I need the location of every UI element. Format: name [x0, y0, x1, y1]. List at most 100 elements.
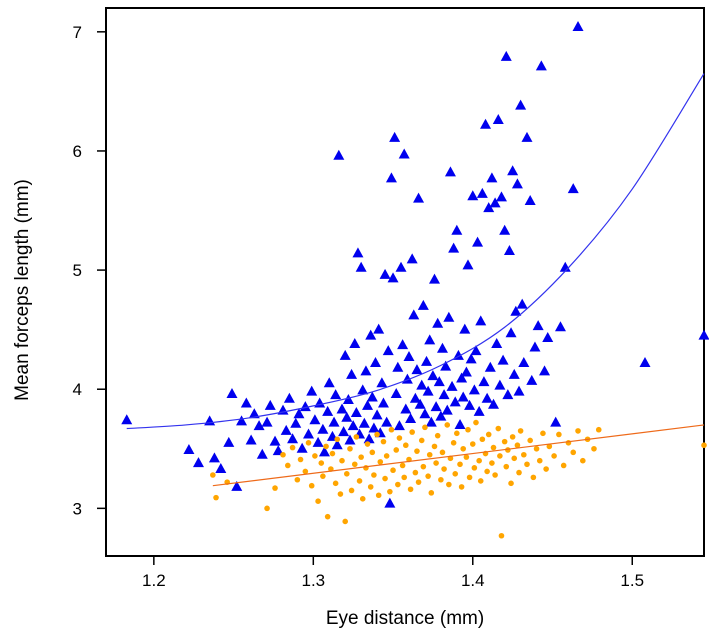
- triangle-point: [472, 236, 484, 247]
- circle-point: [390, 467, 396, 474]
- y-tick-label: 4: [73, 380, 82, 399]
- circle-point: [471, 465, 478, 471]
- circle-point: [363, 465, 369, 471]
- triangle-point: [317, 423, 329, 434]
- triangle-point: [253, 420, 265, 431]
- circle-point: [425, 473, 431, 479]
- circle-point: [540, 430, 546, 437]
- circle-point: [454, 430, 460, 437]
- circle-point: [556, 431, 562, 438]
- circle-point: [294, 476, 301, 483]
- circle-point: [371, 472, 377, 478]
- triangle-point: [397, 339, 409, 350]
- triangle-point: [460, 366, 472, 377]
- y-tick-label: 6: [73, 142, 82, 161]
- circle-point: [407, 486, 414, 493]
- triangle-point: [483, 202, 495, 213]
- circle-point: [343, 471, 350, 477]
- triangle-point: [559, 261, 571, 272]
- circle-point: [508, 480, 514, 487]
- triangle-point: [333, 149, 345, 160]
- circle-point: [428, 490, 435, 496]
- triangle-point: [384, 497, 396, 508]
- circle-point: [415, 479, 422, 485]
- circle-point: [351, 461, 358, 468]
- circle-point: [536, 457, 543, 464]
- triangle-point: [429, 273, 441, 284]
- triangle-point: [406, 253, 418, 264]
- triangle-point: [473, 405, 485, 416]
- circle-point: [441, 466, 447, 472]
- triangle-point: [484, 361, 496, 372]
- triangle-point: [510, 305, 522, 316]
- plot-area: [105, 7, 709, 557]
- triangle-point: [515, 99, 527, 110]
- triangle-point: [306, 385, 318, 396]
- triangle-point: [459, 323, 471, 334]
- circle-point: [399, 462, 406, 469]
- circle-point: [402, 442, 409, 449]
- circle-point: [490, 444, 497, 451]
- triangle-point: [441, 404, 453, 415]
- circle-point: [450, 440, 457, 446]
- circle-point: [315, 498, 321, 505]
- triangle-point: [373, 323, 385, 334]
- triangle-point: [433, 376, 445, 387]
- triangle-point: [502, 389, 514, 400]
- x-tick-label: 1.5: [620, 571, 644, 590]
- circle-point: [418, 437, 425, 444]
- x-tick-label: 1.3: [301, 571, 325, 590]
- triangle-point: [499, 224, 511, 235]
- circle-point: [334, 436, 341, 443]
- triangle-point: [215, 463, 227, 474]
- series-1: [121, 21, 709, 508]
- circle-point: [318, 460, 325, 466]
- triangle-point: [475, 315, 487, 326]
- circle-point: [264, 505, 270, 512]
- triangle-point: [231, 480, 243, 491]
- circle-point: [438, 476, 444, 483]
- circle-point: [342, 518, 349, 525]
- circle-point: [460, 445, 467, 452]
- y-axis-title: Mean forceps length (mm): [12, 179, 33, 401]
- triangle-point: [449, 396, 461, 407]
- triangle-point: [349, 337, 361, 348]
- triangle-point: [358, 417, 370, 428]
- triangle-point: [503, 245, 515, 256]
- circle-point: [511, 455, 518, 462]
- circle-point: [377, 459, 384, 465]
- triangle-point: [341, 411, 353, 422]
- triangle-point: [336, 403, 348, 414]
- triangle-point: [403, 351, 415, 362]
- triangle-point: [204, 415, 216, 426]
- triangle-point: [385, 172, 397, 183]
- triangle-point: [405, 413, 417, 423]
- circle-point: [393, 447, 400, 453]
- triangle-point: [208, 452, 220, 463]
- triangle-point: [526, 374, 538, 385]
- triangle-point: [390, 387, 402, 398]
- triangle-point: [448, 242, 460, 253]
- circle-point: [414, 448, 420, 454]
- circle-point: [560, 462, 567, 469]
- circle-point: [289, 444, 296, 451]
- circle-point: [324, 513, 331, 520]
- circle-point: [412, 469, 419, 476]
- triangle-point: [464, 399, 476, 410]
- circle-point: [446, 481, 452, 488]
- circle-point: [420, 463, 427, 470]
- triangle-point: [567, 183, 579, 194]
- triangle-point: [521, 131, 533, 142]
- y-tick-label: 7: [73, 23, 82, 42]
- triangle-point: [331, 439, 343, 450]
- triangle-point: [293, 408, 305, 419]
- y-tick-label: 3: [73, 499, 82, 518]
- triangle-point: [121, 414, 133, 425]
- triangle-point: [303, 428, 315, 439]
- circle-point: [457, 461, 463, 468]
- plot-frame: [105, 7, 705, 557]
- triangle-point: [481, 392, 493, 403]
- circle-point: [495, 425, 502, 432]
- x-tick-label: 1.2: [142, 571, 166, 590]
- circle-point: [367, 484, 374, 490]
